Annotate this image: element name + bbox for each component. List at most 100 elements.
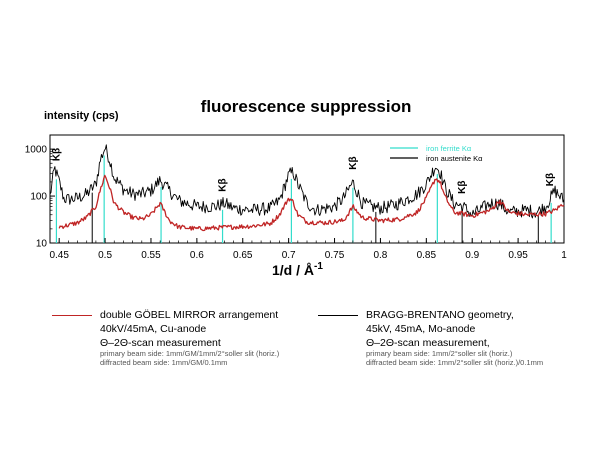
series-1-point-35: [440, 181, 441, 182]
kbeta-label-4: Kβ: [545, 173, 556, 186]
legend-left-line-1: double GÖBEL MIRROR arrangement: [100, 309, 279, 321]
series-1-point-14: [169, 220, 170, 221]
series-0-point-34: [362, 203, 363, 204]
series-0-point-29: [306, 203, 307, 204]
series-1-point-32: [417, 212, 418, 213]
series-1-point-42: [508, 212, 509, 213]
series-0-point-54: [563, 200, 564, 201]
x-tick-label-7: 0.8: [373, 250, 387, 261]
series-0-point-22: [233, 208, 234, 209]
series-group: [49, 144, 565, 232]
x-axis-label: 1/d / Å-1: [272, 261, 323, 278]
legend-right-line-2: 45kV, 45mA, Mo-anode: [366, 323, 476, 335]
series-0-point-24: [270, 208, 271, 209]
series-0-point-30: [316, 210, 317, 211]
series-0-point-38: [398, 203, 399, 204]
legend-left-note-1: primary beam side: 1mm/GM/1mm/2°soller s…: [100, 349, 280, 358]
legend-right-note-1: primary beam side: 1mm/2°soller slit (ho…: [366, 349, 513, 358]
series-0-point-52: [545, 206, 546, 207]
series-1-point-7: [109, 187, 110, 188]
series-0-point-31: [334, 206, 335, 207]
series-1-point-10: [132, 217, 133, 218]
series-1-point-34: [435, 178, 436, 179]
series-0-point-35: [371, 206, 372, 207]
series-1-point-26: [325, 222, 326, 223]
series-1-point-45: [554, 210, 555, 211]
series-0-point-42: [440, 171, 441, 172]
series-0-point-28: [297, 184, 298, 185]
series-1-point-17: [215, 227, 216, 228]
series-1-point-6: [105, 175, 106, 176]
series-1-point-37: [453, 212, 454, 213]
series-1-point-15: [178, 226, 179, 227]
series-1-point-43: [527, 214, 528, 215]
series-1-point-36: [444, 196, 445, 197]
series-1-point-0: [59, 226, 60, 227]
series-1-point-40: [490, 210, 491, 211]
series-0-point-43: [444, 186, 445, 187]
series-1-point-13: [160, 203, 161, 204]
series-line-0: [49, 144, 565, 219]
legend-left-line-3: Θ–2Θ-scan measurement: [100, 337, 221, 349]
kbeta-label-2: Kβ: [348, 156, 359, 169]
legend-right-line-1: BRAGG-BRENTANO geometry,: [366, 309, 514, 321]
series-1-point-20: [270, 223, 271, 224]
series-1-point-29: [362, 217, 363, 218]
x-axis-label-text: 1/d / Å: [272, 262, 314, 278]
series-0-point-26: [288, 175, 289, 176]
series-1-point-18: [233, 226, 234, 227]
series-1-point-16: [196, 228, 197, 229]
series-1-point-46: [563, 203, 564, 204]
x-axis-label-exponent: -1: [314, 261, 323, 272]
series-1-point-44: [545, 213, 546, 214]
series-0-point-39: [417, 194, 418, 195]
series-0-point-5: [77, 198, 78, 199]
series-0-point-37: [389, 206, 390, 207]
series-1-point-25: [306, 221, 307, 222]
series-0-point-10: [109, 159, 110, 160]
series-1-point-9: [123, 212, 124, 213]
series-0-point-32: [343, 198, 344, 199]
kbeta-label-1: Kβ: [218, 178, 229, 191]
legend-left-note-2: diffracted beam side: 1mm/GM/0.1mm: [100, 357, 228, 367]
series-1-point-28: [352, 206, 353, 207]
series-0-point-12: [123, 189, 124, 190]
series-0-point-1: [54, 167, 55, 168]
series-0-point-14: [141, 194, 142, 195]
x-tick-label-2: 0.55: [141, 250, 161, 261]
legend-right-swatch: [318, 315, 358, 316]
series-0-point-9: [105, 147, 106, 148]
series-0-point-19: [196, 206, 197, 207]
series-1-point-12: [150, 214, 151, 215]
series-0-point-16: [160, 179, 161, 180]
series-0-point-4: [68, 199, 69, 200]
series-0-point-23: [251, 210, 252, 211]
y-tick-label-0: 1000: [25, 145, 48, 156]
series-1-point-23: [293, 201, 294, 202]
y-tick-label-2: 10: [36, 239, 48, 250]
series-1-point-21: [279, 214, 280, 215]
x-tick-label-5: 0.7: [282, 250, 296, 261]
series-0-point-27: [293, 171, 294, 172]
x-tick-label-3: 0.6: [190, 250, 204, 261]
series-1-point-30: [380, 220, 381, 221]
inset-legend-label-0: iron ferrite Kα: [426, 144, 472, 153]
series-1-point-2: [77, 222, 78, 223]
series-1-point-5: [100, 189, 101, 190]
chart-title: fluorescence suppression: [201, 97, 412, 116]
series-0-point-15: [150, 190, 151, 191]
series-0-point-6: [86, 194, 87, 195]
series-1-point-39: [472, 215, 473, 216]
series-0-point-53: [554, 190, 555, 191]
series-1-point-19: [251, 225, 252, 226]
axes-group: 0.45 0.5 0.55 0.6 0.65 0.7 0.75 0.8 0.85 0.9 0.95 1…: [25, 134, 567, 261]
series-0-point-17: [169, 190, 170, 191]
series-0-point-40: [426, 184, 427, 185]
x-tick-label-1: 0.5: [98, 250, 112, 261]
series-0-point-51: [536, 212, 537, 213]
series-0-point-41: [435, 165, 436, 166]
y-tick-label-1: 100: [30, 192, 47, 203]
series-1-point-11: [141, 219, 142, 220]
